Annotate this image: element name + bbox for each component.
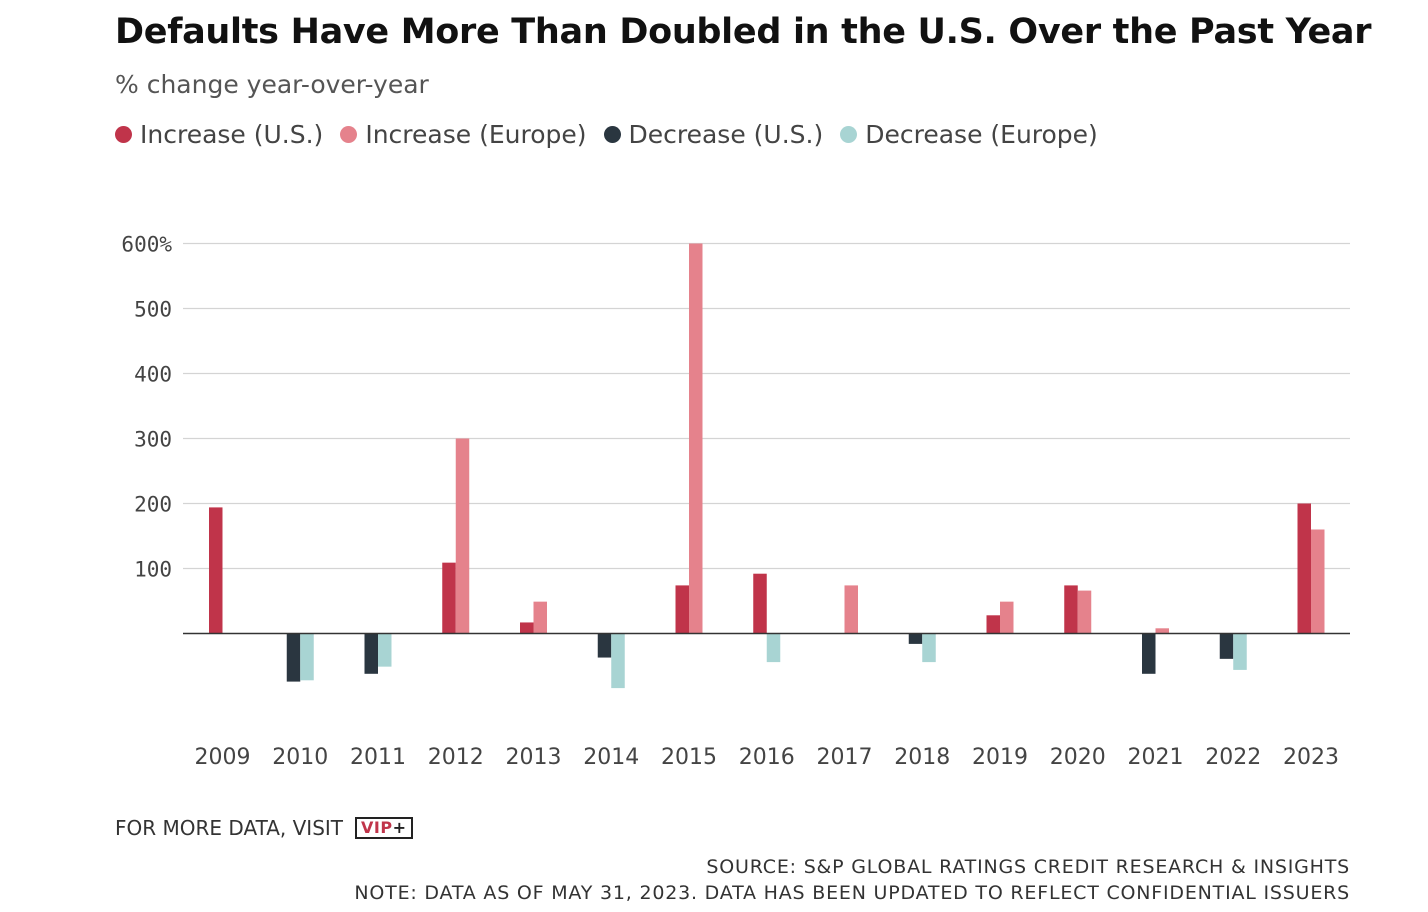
bar-europe-2010 bbox=[300, 633, 314, 681]
tick-labels: 600% 500 400 300 200 100 2009 2010 2011 2012 2013 2… bbox=[121, 233, 1339, 771]
source-note: SOURCE: S&P GLOBAL RATINGS CREDIT RESEAR… bbox=[706, 856, 1350, 878]
x-tick-label-2022: 2022 bbox=[1205, 745, 1261, 770]
chart-legend: Increase (U.S.) Increase (Europe) Decrea… bbox=[115, 120, 1115, 149]
legend-item-decrease-us: Decrease (U.S.) bbox=[603, 120, 824, 149]
x-tick-label-2016: 2016 bbox=[739, 745, 795, 770]
y-tick-label-300: 300 bbox=[134, 428, 172, 452]
vip-logo-text: VIP bbox=[361, 818, 393, 837]
x-tick-label-2010: 2010 bbox=[272, 745, 328, 770]
bar-us-2014 bbox=[597, 633, 612, 658]
bar-europe-2019 bbox=[1000, 601, 1014, 634]
bar-us-2009 bbox=[209, 507, 223, 634]
bar-europe-2014 bbox=[611, 633, 625, 689]
bar-us-2020 bbox=[1064, 585, 1078, 634]
legend-swatch-decrease-europe bbox=[840, 126, 858, 143]
x-tick-label-2017: 2017 bbox=[817, 745, 873, 770]
y-tick-label-200: 200 bbox=[134, 493, 172, 517]
bar-us-2013 bbox=[520, 622, 534, 634]
x-tick-label-2012: 2012 bbox=[428, 745, 484, 770]
bar-us-2010 bbox=[286, 633, 301, 682]
y-tick-label-500: 500 bbox=[134, 298, 172, 322]
grid-lines bbox=[183, 242, 1350, 570]
y-tick-label-400: 400 bbox=[134, 363, 172, 387]
bar-us-2022 bbox=[1219, 633, 1234, 659]
x-tick-label-2015: 2015 bbox=[661, 745, 717, 770]
x-tick-label-2018: 2018 bbox=[894, 745, 950, 770]
x-tick-label-2021: 2021 bbox=[1128, 745, 1184, 770]
bar-europe-2021 bbox=[1155, 628, 1169, 634]
x-tick-label-2023: 2023 bbox=[1283, 745, 1339, 770]
bar-europe-2013 bbox=[533, 601, 547, 634]
legend-label-increase-us: Increase (U.S.) bbox=[140, 120, 324, 149]
x-tick-label-2011: 2011 bbox=[350, 745, 406, 770]
bar-europe-2017 bbox=[844, 585, 858, 634]
bar-chart: 600% 500 400 300 200 100 2009 2010 2011 2012 2013 2… bbox=[121, 233, 1350, 771]
chart-title: Defaults Have More Than Doubled in the U… bbox=[115, 12, 1372, 52]
bar-europe-2022 bbox=[1233, 633, 1247, 670]
vip-logo-plus: + bbox=[392, 818, 407, 837]
x-tick-label-2014: 2014 bbox=[583, 745, 639, 770]
bar-us-2016 bbox=[753, 573, 767, 634]
legend-swatch-decrease-us bbox=[603, 126, 621, 143]
chart-subtitle: % change year-over-year bbox=[115, 70, 429, 99]
more-data-text: FOR MORE DATA, VISIT bbox=[115, 816, 344, 840]
vip-logo[interactable]: VIP+ bbox=[355, 817, 413, 839]
data-note: NOTE: DATA AS OF MAY 31, 2023. DATA HAS … bbox=[354, 882, 1350, 904]
bar-us-2015 bbox=[675, 585, 689, 634]
x-tick-label-2013: 2013 bbox=[506, 745, 562, 770]
bar-us-2011 bbox=[364, 633, 378, 674]
bar-europe-2015 bbox=[689, 243, 703, 634]
legend-swatch-increase-us bbox=[115, 126, 132, 143]
bar-us-2019 bbox=[986, 615, 1000, 634]
more-data-link[interactable]: FOR MORE DATA, VISIT VIP+ bbox=[115, 816, 413, 840]
bar-us-2023 bbox=[1297, 503, 1311, 634]
x-tick-label-2019: 2019 bbox=[972, 745, 1028, 770]
bar-europe-2018 bbox=[922, 633, 936, 663]
legend-label-decrease-us: Decrease (U.S.) bbox=[628, 120, 824, 149]
bar-europe-2020 bbox=[1077, 590, 1092, 634]
bar-europe-2023 bbox=[1311, 529, 1325, 634]
bar-us-2018 bbox=[908, 633, 923, 644]
bar-europe-2011 bbox=[378, 633, 392, 667]
legend-item-increase-europe: Increase (Europe) bbox=[340, 120, 587, 149]
legend-label-decrease-europe: Decrease (Europe) bbox=[865, 120, 1098, 149]
legend-label-increase-europe: Increase (Europe) bbox=[365, 120, 587, 149]
bar-europe-2012 bbox=[455, 438, 470, 634]
x-tick-label-2020: 2020 bbox=[1050, 745, 1106, 770]
legend-item-decrease-europe: Decrease (Europe) bbox=[840, 120, 1098, 149]
bars bbox=[209, 243, 1325, 689]
legend-swatch-increase-europe bbox=[340, 126, 358, 143]
y-tick-label-600: 600% bbox=[121, 233, 172, 257]
y-tick-label-100: 100 bbox=[134, 558, 172, 582]
bar-europe-2016 bbox=[766, 633, 781, 663]
bar-us-2021 bbox=[1142, 633, 1156, 674]
legend-item-increase-us: Increase (U.S.) bbox=[115, 120, 323, 149]
bar-us-2012 bbox=[442, 562, 456, 634]
x-tick-label-2009: 2009 bbox=[195, 745, 251, 770]
